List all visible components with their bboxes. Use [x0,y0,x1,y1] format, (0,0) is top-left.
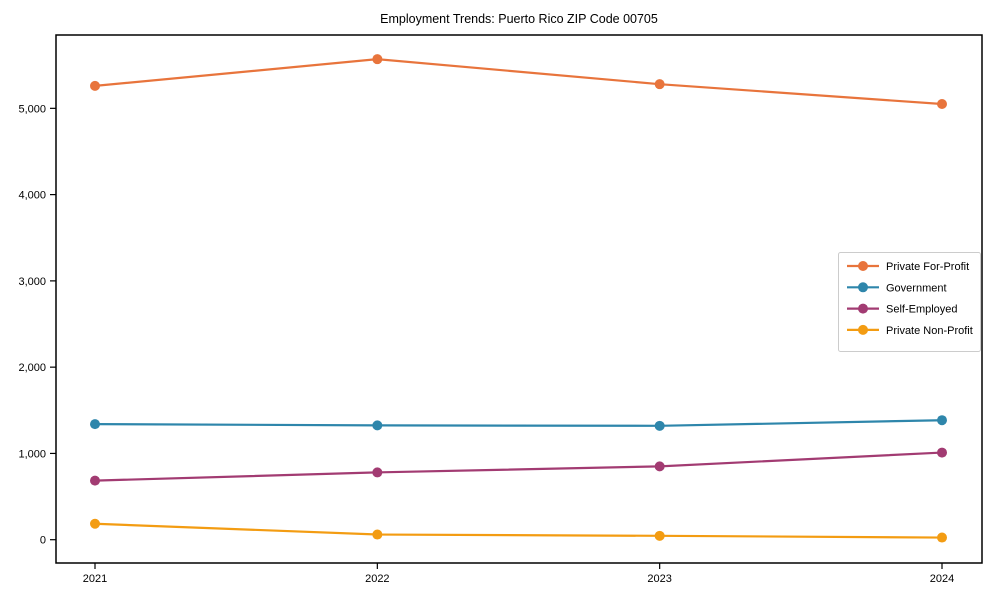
data-point-marker [372,54,383,65]
data-point-marker [90,475,100,486]
data-point-marker [937,532,947,543]
y-tick-label: 4,000 [18,190,46,202]
data-point-marker [372,529,383,540]
x-tick-label: 2024 [930,573,954,585]
data-point-marker [90,80,100,91]
plot-area [55,34,983,564]
x-tick-label: 2022 [365,573,389,585]
y-tick-label: 3,000 [18,276,46,288]
legend-marker [858,261,868,271]
legend-box [838,252,981,352]
data-point-marker [90,518,100,529]
plot-frame [55,34,983,564]
series-line [93,451,944,482]
legend-marker [858,282,868,293]
legend: Private For-Profit Government Self-Employe… [838,252,981,352]
x-tick-label: 2021 [83,573,107,585]
data-point-marker [654,79,665,90]
data-point-marker [372,467,383,478]
data-point-marker [937,99,947,110]
data-point-marker [654,420,665,431]
series-layer [90,54,947,543]
axes: 0 1,000 2,000 3,000 4,000 5,000 2021 2022 2023 20… [18,103,954,585]
legend-label: Private Non-Profit [886,325,973,337]
data-point-marker [937,447,947,458]
series-line [93,522,944,539]
data-point-marker [90,419,100,430]
y-tick-label: 1,000 [18,448,46,460]
legend-label: Government [886,282,947,294]
legend-label: Private For-Profit [886,261,969,273]
y-tick-label: 5,000 [18,103,46,115]
y-tick-label: 2,000 [18,362,46,374]
data-point-marker [937,415,947,426]
data-point-marker [372,420,383,431]
legend-label: Self-Employed [886,304,958,316]
series-line [93,419,944,427]
legend-marker [858,324,868,335]
legend-marker [858,303,868,314]
series-line [93,58,944,106]
chart-title: Employment Trends: Puerto Rico ZIP Code … [380,12,658,26]
data-point-marker [654,530,665,541]
y-tick-label: 0 [40,535,46,547]
data-point-marker [654,461,665,472]
x-tick-label: 2023 [647,573,671,585]
